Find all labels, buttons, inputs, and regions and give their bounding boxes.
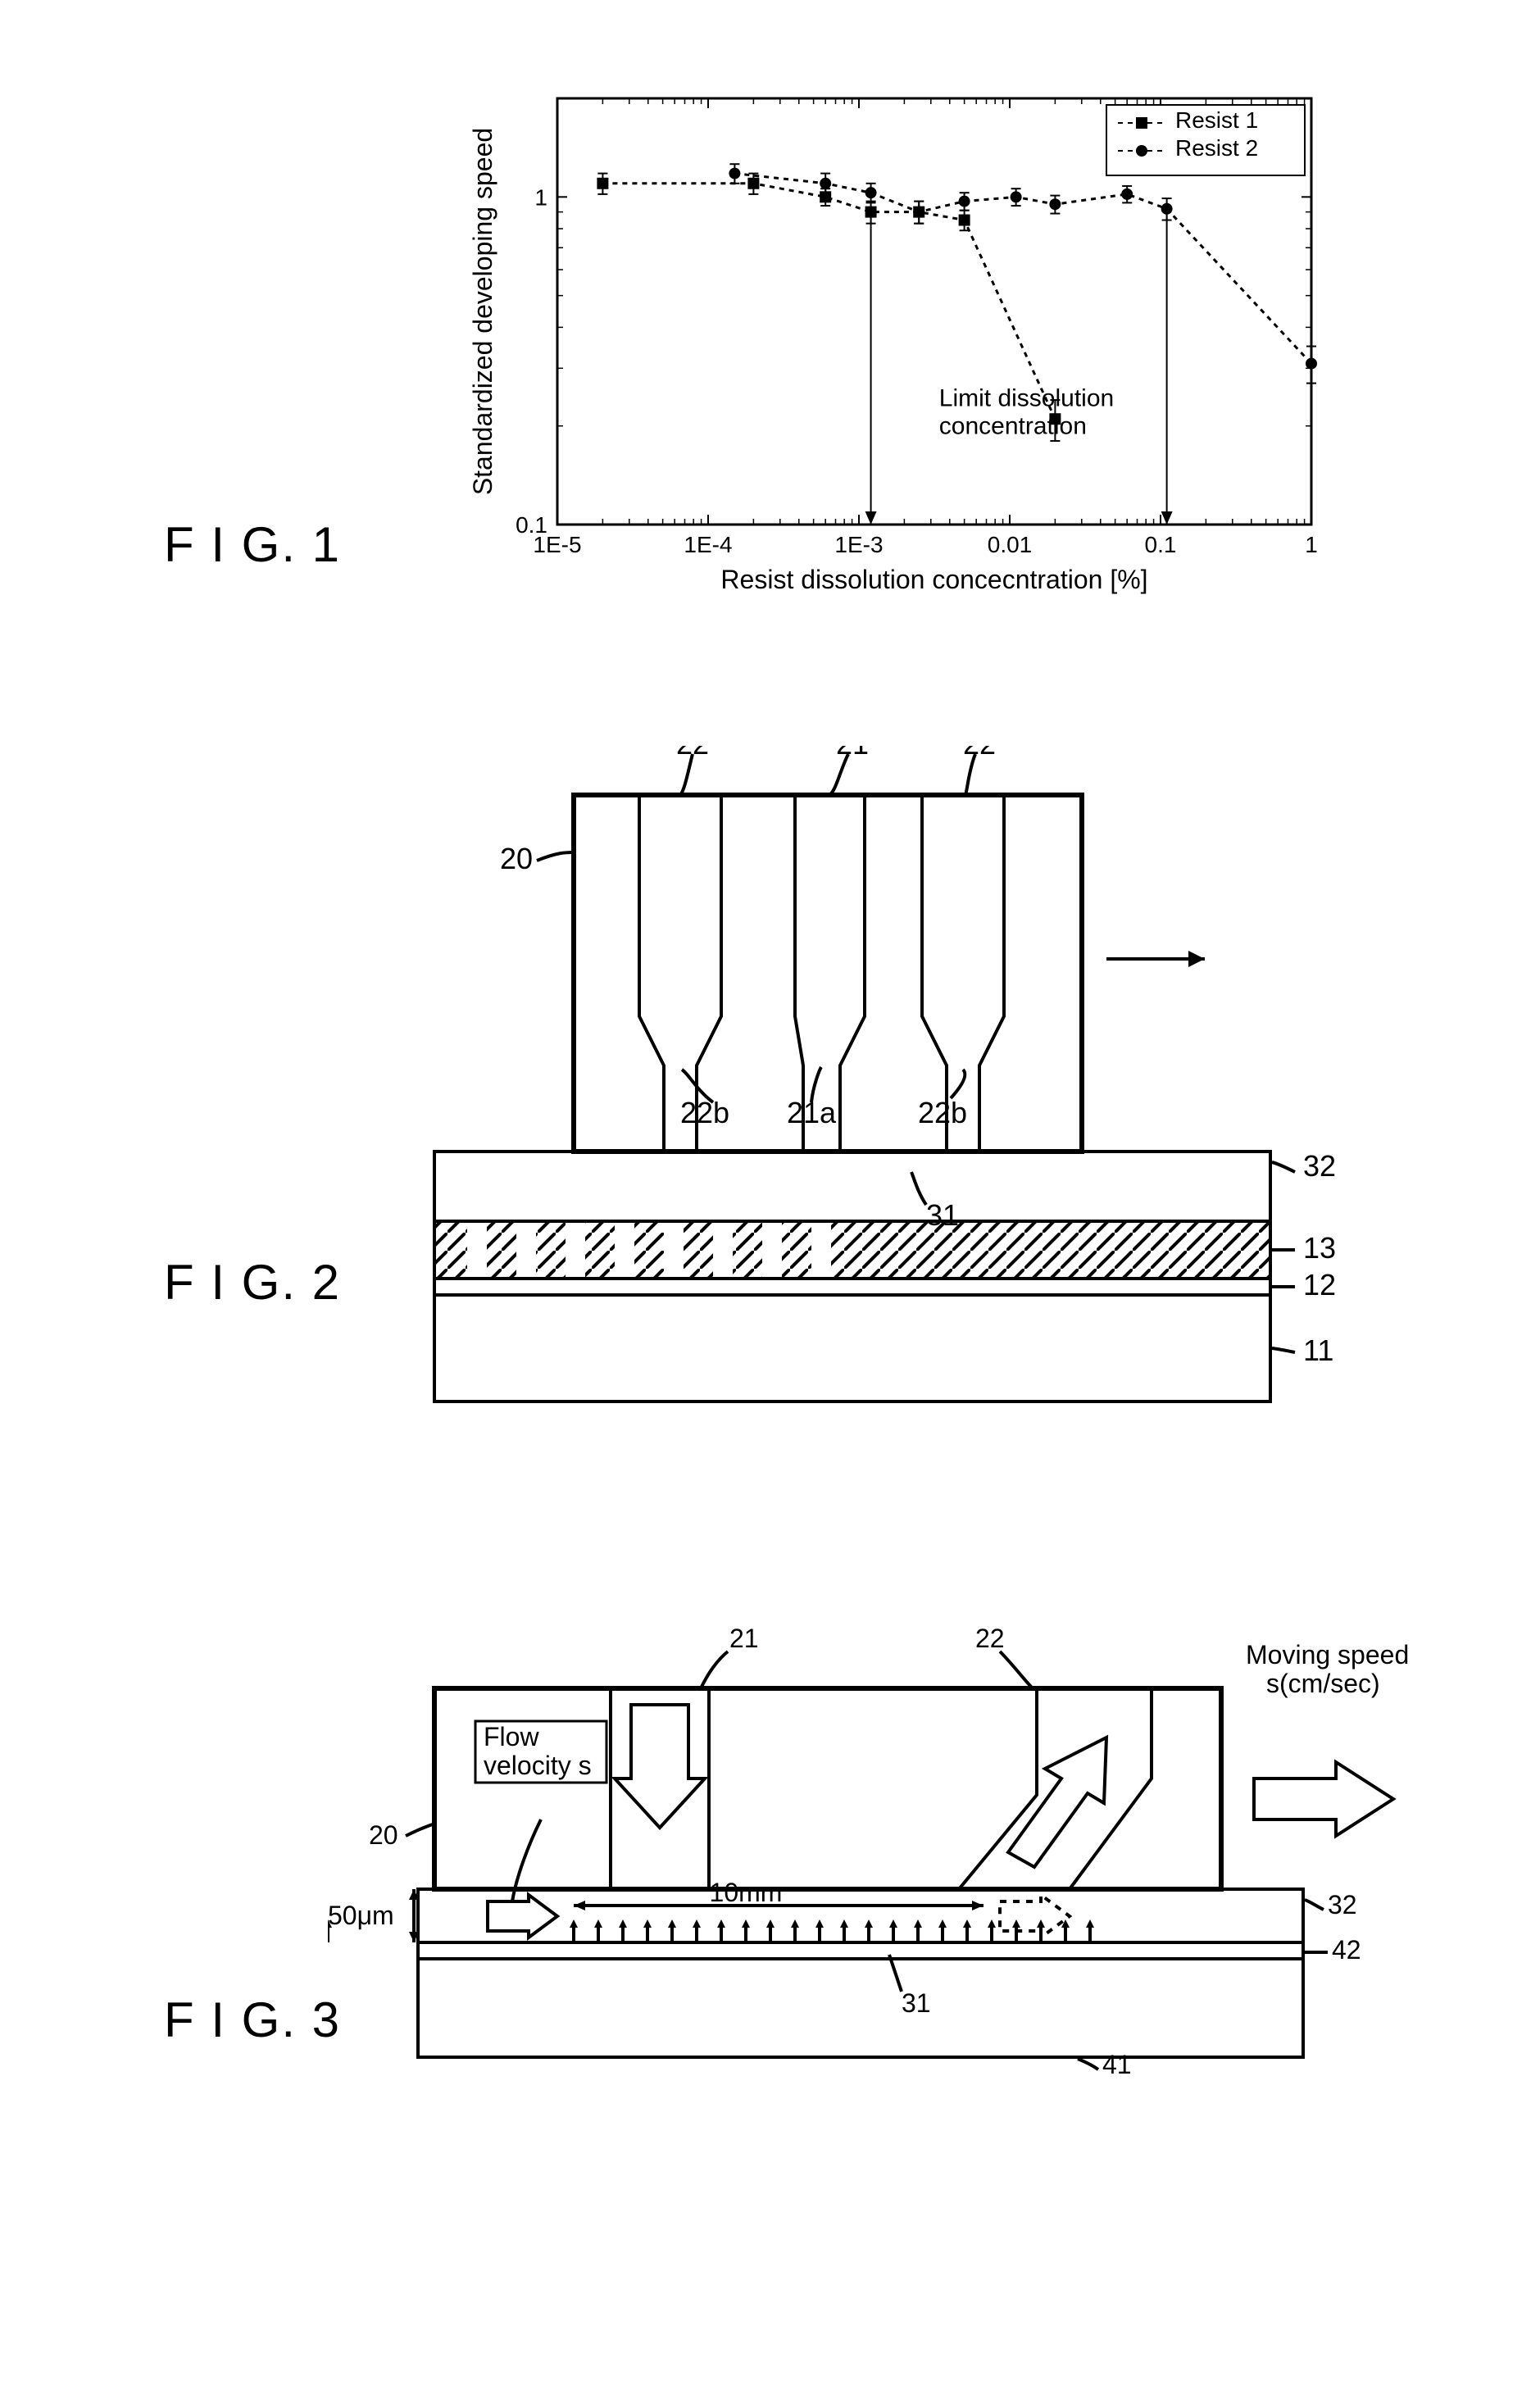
flow-velocity-label-l2: velocity s [484,1751,592,1780]
callout-32: 32 [1303,1149,1336,1183]
svg-text:Limit dissolution: Limit dissolution [939,384,1114,411]
svg-text:1: 1 [1305,532,1318,557]
callout-22: 22 [963,746,996,761]
callout-20: 20 [369,1820,398,1850]
callout-22b: 22b [680,1096,729,1129]
callout-13: 13 [1303,1231,1336,1265]
span-label: 10mm [710,1878,783,1907]
figure-2-container: F I G. 2 [0,729,1540,1426]
figure-1-label: F I G. 1 [164,516,341,573]
callout-32: 32 [1328,1890,1357,1919]
callout-22: 22 [975,1624,1005,1653]
svg-text:Standardized developing speed: Standardized developing speed [468,128,497,495]
figure-3-diagram: 21 22 20 32 42 31 41 50μm 10mm Flow velo… [328,1615,1434,2074]
svg-text:concentration: concentration [939,412,1087,439]
svg-text:Resist 1: Resist 1 [1175,107,1258,133]
svg-text:Resist dissolution concecntrat: Resist dissolution concecntration [%] [720,565,1147,594]
figure-1-chart: 1E-51E-41E-30.010.110.11Resist dissoluti… [443,66,1344,639]
callout-21: 21 [836,746,869,761]
callout-22b: 22b [918,1096,967,1129]
svg-text:1E-4: 1E-4 [684,532,732,557]
figure-3-container: F I G. 3 [0,1598,1540,2172]
callout-31: 31 [926,1198,959,1232]
moving-speed-l1: Moving speed [1246,1640,1409,1670]
callout-42: 42 [1332,1935,1361,1965]
svg-text:1: 1 [534,184,547,210]
moving-speed-l2: s(cm/sec) [1266,1669,1380,1698]
callout-20: 20 [500,842,533,875]
svg-text:0.1: 0.1 [1145,532,1177,557]
callout-41: 41 [1102,2050,1132,2074]
gap-label: 50μm [328,1901,394,1930]
svg-text:Resist 2: Resist 2 [1175,135,1258,161]
flow-velocity-label-l1: Flow [484,1722,539,1751]
figure-2-label: F I G. 2 [164,1254,341,1311]
figure-3-label: F I G. 3 [164,1992,341,2048]
svg-text:0.01: 0.01 [988,532,1033,557]
callout-31: 31 [902,1988,931,2018]
callout-11: 11 [1303,1333,1333,1367]
callout-22: 22 [676,746,709,761]
callout-21: 21 [729,1624,759,1653]
svg-text:0.1: 0.1 [516,512,547,538]
svg-text:1E-3: 1E-3 [834,532,883,557]
callout-12: 12 [1303,1268,1336,1302]
figure-1-container: F I G. 1 1E-51E-41E-30.010.110.11Resist … [0,41,1540,664]
figure-2-diagram: 20 22 21 22 22b 21a 22b 31 32 13 12 11 [393,746,1377,1426]
callout-21a: 21a [787,1096,837,1129]
